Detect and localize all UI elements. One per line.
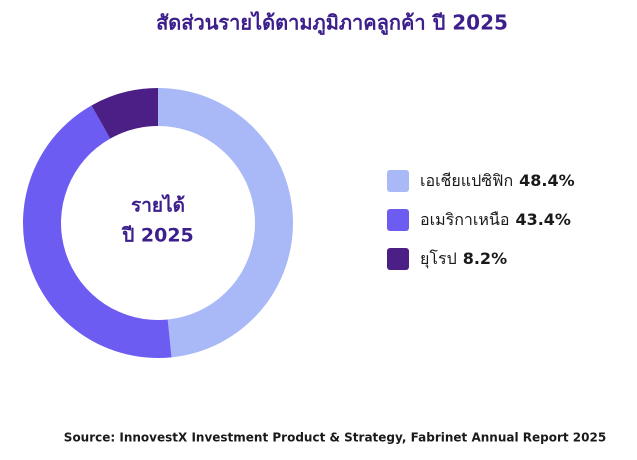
center-label: ปี 2025: [121, 225, 193, 247]
legend-value: 8.2%: [463, 249, 507, 268]
legend-swatch: [387, 170, 409, 192]
legend-name: เอเชียแปซิฟิก: [420, 171, 513, 190]
donut-slice: [91, 88, 158, 139]
legend-label: ยุโรป 8.2%: [420, 249, 507, 269]
legend-value: 43.4%: [515, 210, 571, 229]
legend-swatch: [387, 209, 409, 231]
legend-name: ยุโรป: [420, 249, 457, 269]
source-note: Source: InnovestX Investment Product & S…: [64, 431, 606, 445]
legend-label: เอเชียแปซิฟิก 48.4%: [420, 171, 575, 190]
donut-slice: [22, 105, 172, 358]
legend-label: อเมริกาเหนือ 43.4%: [420, 210, 571, 229]
legend-swatch: [387, 248, 409, 270]
legend-value: 48.4%: [519, 171, 575, 190]
donut-slice: [158, 88, 293, 358]
center-label: รายได้: [131, 194, 185, 217]
chart-title: สัดส่วนรายได้ตามภูมิภาคลูกค้า ปี 2025: [156, 11, 508, 37]
legend-name: อเมริกาเหนือ: [420, 210, 509, 229]
